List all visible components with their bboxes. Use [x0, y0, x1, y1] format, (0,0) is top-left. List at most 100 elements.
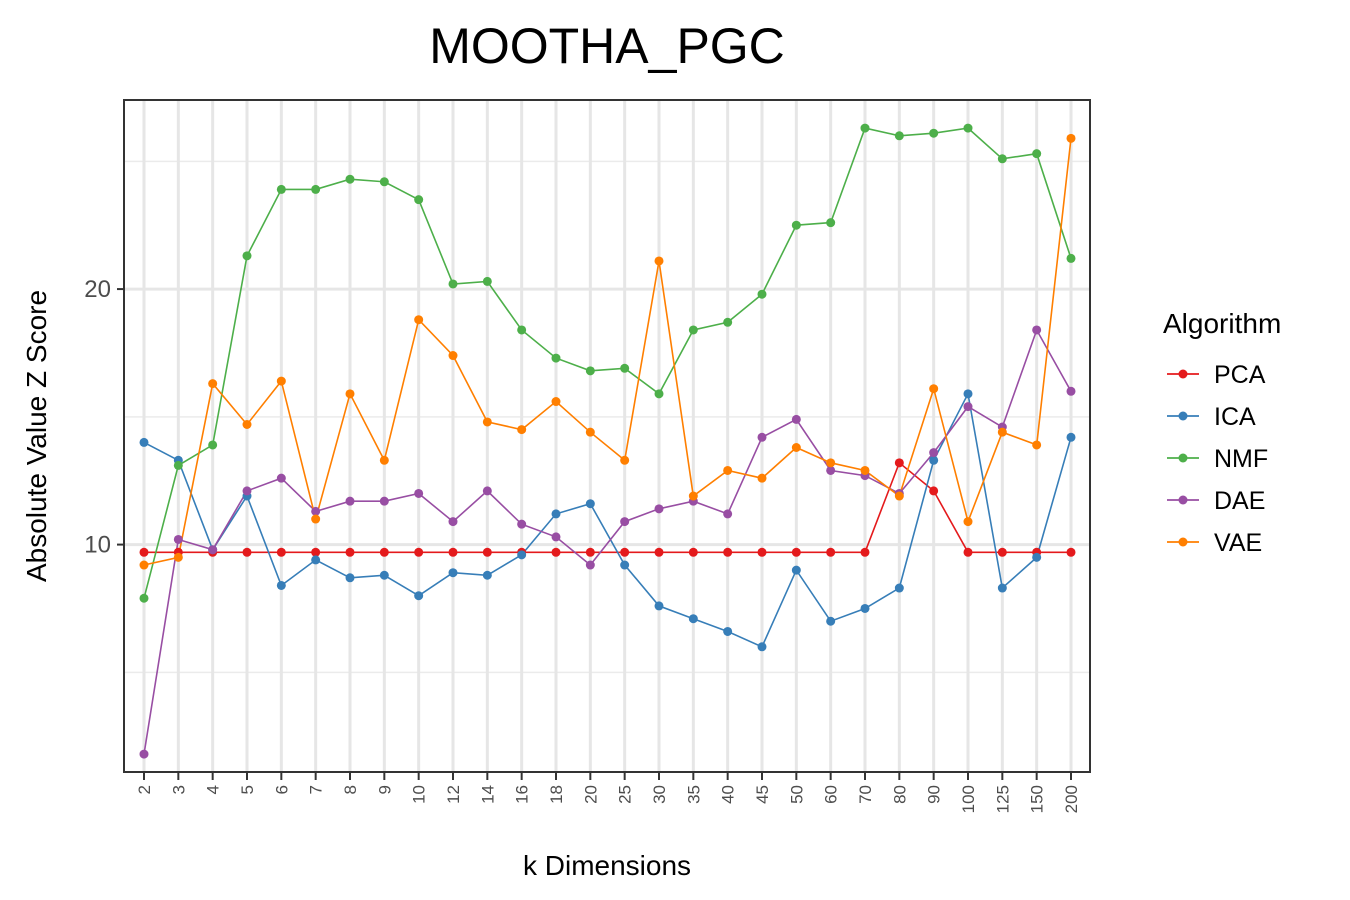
data-point-nmf [311, 184, 321, 194]
y-tick-label: 10 [84, 532, 111, 559]
x-tick-label: 16 [513, 785, 532, 804]
data-point-vae [208, 379, 218, 389]
data-point-dae [929, 448, 939, 458]
data-point-nmf [276, 184, 286, 194]
data-point-vae [517, 425, 527, 435]
data-point-nmf [414, 195, 424, 205]
data-point-dae [963, 402, 973, 412]
data-point-dae [585, 560, 595, 570]
data-point-ica [379, 570, 389, 580]
data-point-dae [242, 486, 252, 496]
data-point-vae [379, 455, 389, 465]
data-point-nmf [791, 220, 801, 230]
data-point-pca [242, 547, 252, 557]
y-tick-label: 20 [84, 276, 111, 303]
x-tick-label: 100 [959, 785, 978, 813]
data-point-nmf [551, 353, 561, 363]
data-point-vae [345, 389, 355, 399]
data-point-vae [860, 465, 870, 475]
series-line-nmf [143, 127, 1072, 599]
x-tick-label: 60 [822, 785, 841, 804]
data-point-vae [688, 491, 698, 501]
data-point-nmf [826, 218, 836, 228]
data-point-ica [311, 555, 321, 565]
legend-key-point [1178, 537, 1188, 547]
x-tick-label: 20 [581, 785, 600, 804]
data-point-nmf [482, 276, 492, 286]
data-point-pca [963, 547, 973, 557]
data-point-ica [826, 616, 836, 626]
data-point-ica [723, 626, 733, 636]
x-tick-label: 6 [272, 785, 291, 794]
data-point-pca [379, 547, 389, 557]
data-point-pca [414, 547, 424, 557]
x-axis-title: k Dimensions [523, 850, 691, 881]
data-point-nmf [379, 177, 389, 187]
data-point-ica [654, 601, 664, 611]
legend: Algorithm PCA ICA NMF DAE VAE [1163, 308, 1281, 557]
data-point-pca [585, 547, 595, 557]
series-line-vae [143, 138, 1072, 566]
x-tick-label: 125 [993, 785, 1012, 813]
data-point-nmf [1066, 253, 1076, 263]
data-point-vae [620, 455, 630, 465]
data-point-ica [997, 583, 1007, 593]
data-point-nmf [208, 440, 218, 450]
series-line-dae [143, 328, 1072, 755]
x-tick-label: 18 [547, 785, 566, 804]
x-tick-label: 12 [444, 785, 463, 804]
data-point-dae [1066, 386, 1076, 396]
data-point-vae [826, 458, 836, 468]
legend-key-point [1178, 495, 1188, 505]
data-point-nmf [963, 123, 973, 133]
data-point-vae [551, 397, 561, 407]
data-point-vae [963, 517, 973, 527]
data-point-vae [311, 514, 321, 524]
x-tick-label: 35 [684, 785, 703, 804]
data-point-nmf [620, 363, 630, 373]
data-point-ica [482, 570, 492, 580]
data-point-pca [345, 547, 355, 557]
data-point-ica [1066, 432, 1076, 442]
data-point-dae [379, 496, 389, 506]
legend-label-nmf: NMF [1214, 445, 1268, 473]
x-tick-label: 40 [719, 785, 738, 804]
x-tick-label: 8 [341, 785, 360, 794]
data-point-ica [585, 499, 595, 509]
data-point-pca [448, 547, 458, 557]
data-point-dae [139, 749, 149, 759]
data-point-nmf [688, 325, 698, 335]
data-point-ica [139, 437, 149, 447]
data-point-ica [620, 560, 630, 570]
data-point-vae [654, 256, 664, 266]
data-point-vae [894, 491, 904, 501]
data-point-nmf [139, 593, 149, 603]
data-point-ica [517, 550, 527, 560]
data-point-ica [963, 389, 973, 399]
data-point-vae [482, 417, 492, 427]
x-tick-label: 150 [1028, 785, 1047, 813]
data-point-pca [826, 547, 836, 557]
data-point-nmf [757, 289, 767, 299]
data-point-vae [723, 465, 733, 475]
data-point-dae [791, 414, 801, 424]
data-point-vae [139, 560, 149, 570]
data-point-pca [929, 486, 939, 496]
data-point-pca [276, 547, 286, 557]
legend-label-pca: PCA [1214, 361, 1266, 389]
data-point-nmf [1032, 149, 1042, 159]
data-point-dae [276, 473, 286, 483]
x-tick-label: 30 [650, 785, 669, 804]
data-point-vae [997, 427, 1007, 437]
series-line-ica [143, 391, 1072, 648]
legend-key-point [1178, 453, 1188, 463]
data-point-ica [345, 573, 355, 583]
x-tick-label: 3 [169, 785, 188, 794]
data-point-ica [448, 568, 458, 578]
data-point-pca [894, 458, 904, 468]
data-point-dae [757, 432, 767, 442]
data-point-vae [242, 420, 252, 430]
data-point-vae [414, 315, 424, 325]
